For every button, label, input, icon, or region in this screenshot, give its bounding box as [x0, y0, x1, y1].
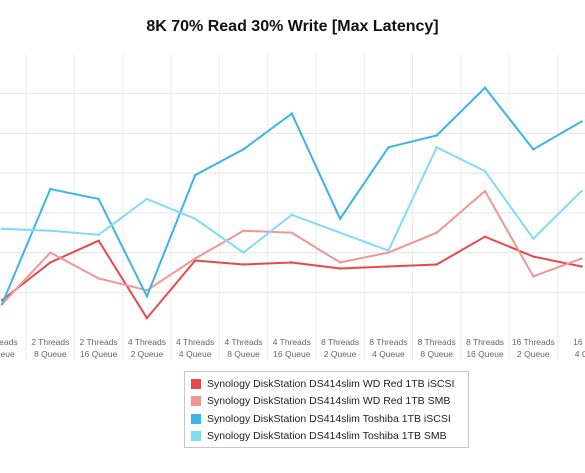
data-point [145, 295, 149, 298]
legend-item: Synology DiskStation DS414slim WD Red 1T… [191, 393, 462, 411]
data-point [97, 277, 100, 280]
legend-item: Synology DiskStation DS414slim Toshiba 1… [191, 410, 462, 428]
legend-swatch [191, 431, 201, 442]
x-tick-label: 8 Threads 8 Queue [418, 337, 456, 359]
data-point [532, 148, 535, 151]
data-point [483, 189, 487, 193]
data-point [49, 251, 52, 254]
data-point [194, 173, 197, 177]
legend-label: Synology DiskStation DS414slim WD Red 1T… [207, 395, 451, 408]
data-point [290, 112, 293, 115]
legend-item: Synology DiskStation DS414slim Toshiba 1… [191, 428, 462, 446]
x-tick-label: 2 Threads 8 Queue [31, 337, 69, 359]
chart-title: 8K 70% Read 30% Write [Max Latency] [146, 18, 439, 35]
series-line-1 [1, 235, 582, 320]
data-point [194, 257, 197, 260]
legend-label: Synology DiskStation DS414slim Toshiba 1… [207, 430, 447, 443]
data-point [387, 249, 390, 252]
legend-swatch [191, 378, 201, 389]
data-point [483, 235, 487, 238]
data-point [145, 289, 149, 292]
data-point [387, 146, 390, 149]
data-point [435, 231, 438, 234]
data-point [290, 231, 293, 234]
x-tick-label: 16 T4 Q [573, 337, 585, 359]
legend-swatch [191, 413, 201, 424]
x-tick-label: 8 Threads 2 Queue [321, 337, 359, 359]
x-tick-label: 8 Threads 4 Queue [369, 337, 407, 359]
data-point [97, 239, 100, 242]
x-tick-label: 4 Threads 8 Queue [224, 337, 262, 359]
data-point [338, 217, 342, 221]
data-point [97, 233, 100, 236]
data-point [387, 265, 390, 268]
data-point [145, 197, 149, 201]
legend-label: Synology DiskStation DS414slim WD Red 1T… [207, 377, 455, 390]
data-point [97, 197, 100, 201]
data-point [580, 265, 583, 268]
data-point [145, 316, 149, 320]
data-point [0, 227, 4, 230]
x-tick-label: 4 Threads 2 Queue [128, 337, 166, 359]
legend: Synology DiskStation DS414slim WD Red 1T… [184, 371, 469, 448]
data-point [435, 263, 438, 266]
data-point [483, 86, 487, 89]
data-point [532, 237, 535, 240]
data-point [435, 134, 438, 137]
data-point [242, 148, 245, 151]
data-point [580, 189, 583, 193]
data-point [483, 169, 487, 173]
data-point [580, 257, 583, 260]
data-point [290, 213, 293, 217]
data-point [242, 251, 245, 254]
x-tick-label: 16 Threads 2 Queue [512, 337, 555, 359]
data-point [338, 231, 342, 234]
data-point [242, 263, 245, 266]
data-point [49, 261, 52, 264]
legend-swatch [191, 396, 201, 407]
data-point [49, 229, 52, 232]
legend-item: Synology DiskStation DS414slim WD Red 1T… [191, 375, 462, 393]
x-tick-label: 8 Threads 16 Queue [466, 337, 504, 359]
data-point [580, 120, 583, 123]
data-point [387, 251, 390, 254]
x-tick-label: ThreadsQueue [0, 337, 18, 359]
gridlines [0, 54, 585, 360]
data-point [194, 217, 197, 221]
data-point [49, 187, 52, 191]
series-line-2 [1, 189, 582, 305]
data-point [532, 255, 535, 258]
x-tick-label: 4 Threads 16 Queue [273, 337, 311, 359]
data-point [435, 146, 438, 149]
data-point [290, 261, 293, 264]
data-point [338, 267, 342, 270]
series-line-3 [1, 86, 583, 305]
x-tick-label: 2 Threads 16 Queue [80, 337, 118, 359]
data-point [532, 275, 535, 278]
data-point [338, 261, 342, 264]
x-tick-label: 4 Threads 4 Queue [176, 337, 214, 359]
series-lines [0, 86, 583, 320]
data-point [242, 229, 245, 232]
data-point [0, 303, 4, 306]
series-line-4 [1, 145, 583, 254]
legend-label: Synology DiskStation DS414slim Toshiba 1… [207, 412, 451, 425]
